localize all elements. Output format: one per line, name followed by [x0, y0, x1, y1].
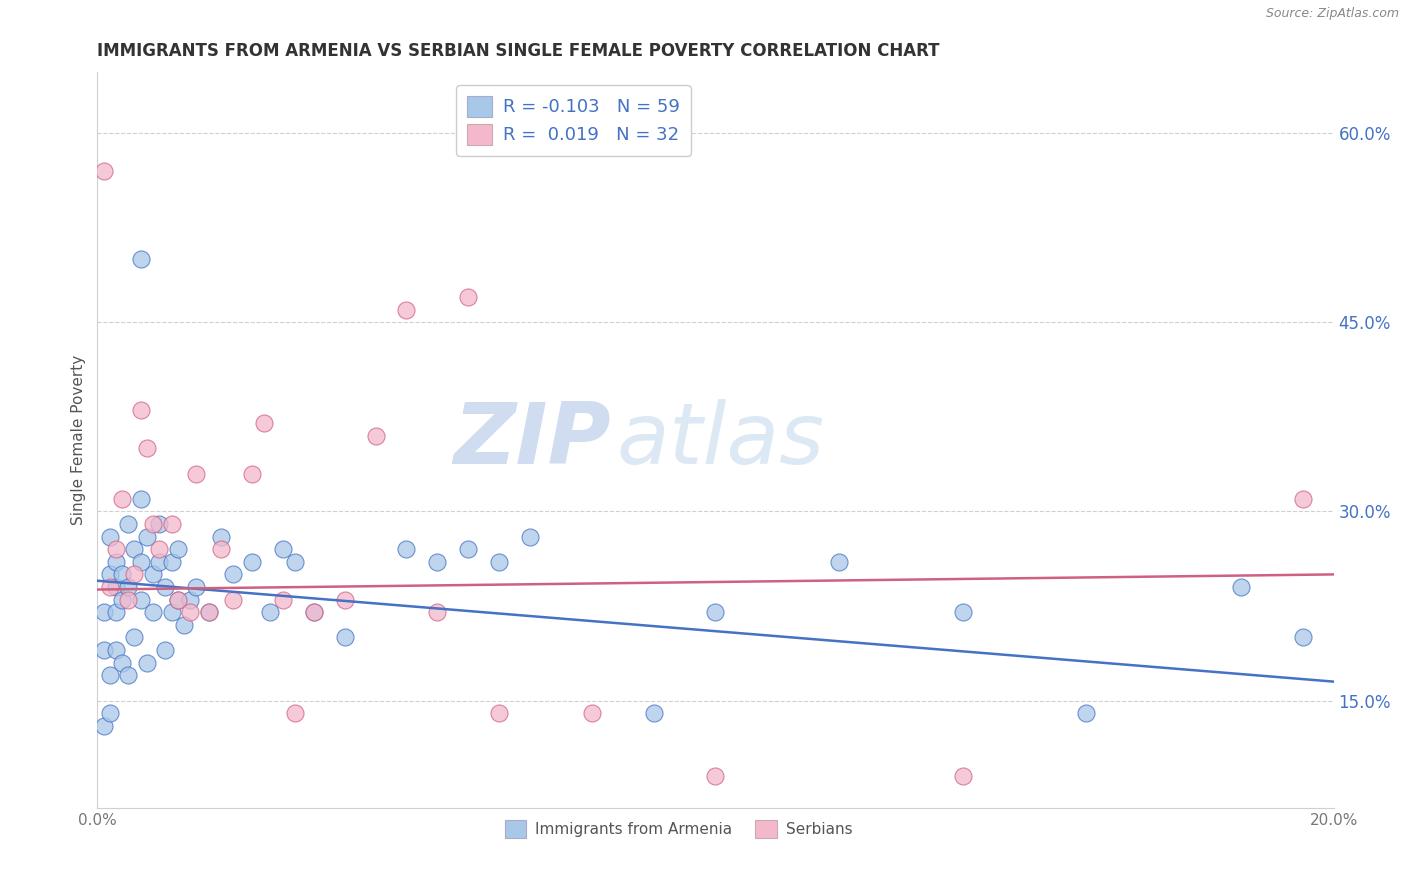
- Point: [104, 555, 127, 569]
- Point: [209, 530, 232, 544]
- Point: [197, 605, 219, 619]
- Point: [395, 542, 418, 557]
- Point: [240, 467, 263, 481]
- Point: [173, 618, 195, 632]
- Point: [155, 643, 177, 657]
- Point: [142, 516, 165, 531]
- Point: [148, 542, 170, 557]
- Point: [253, 416, 276, 430]
- Point: [828, 555, 851, 569]
- Point: [1230, 580, 1253, 594]
- Text: Source: ZipAtlas.com: Source: ZipAtlas.com: [1265, 7, 1399, 21]
- Point: [93, 163, 115, 178]
- Point: [129, 491, 152, 506]
- Point: [160, 555, 183, 569]
- Point: [111, 567, 134, 582]
- Point: [426, 605, 449, 619]
- Point: [129, 403, 152, 417]
- Point: [952, 769, 974, 783]
- Point: [395, 302, 418, 317]
- Point: [426, 555, 449, 569]
- Point: [1076, 706, 1098, 720]
- Point: [93, 719, 115, 733]
- Point: [160, 605, 183, 619]
- Point: [93, 643, 115, 657]
- Point: [166, 592, 188, 607]
- Point: [179, 605, 201, 619]
- Point: [111, 656, 134, 670]
- Point: [166, 592, 188, 607]
- Point: [104, 643, 127, 657]
- Point: [98, 668, 121, 682]
- Point: [129, 252, 152, 266]
- Point: [98, 706, 121, 720]
- Legend: Immigrants from Armenia, Serbians: Immigrants from Armenia, Serbians: [498, 814, 859, 844]
- Y-axis label: Single Female Poverty: Single Female Poverty: [72, 355, 86, 525]
- Point: [129, 555, 152, 569]
- Point: [148, 555, 170, 569]
- Point: [284, 555, 307, 569]
- Point: [129, 592, 152, 607]
- Point: [222, 567, 245, 582]
- Point: [1292, 491, 1315, 506]
- Point: [98, 567, 121, 582]
- Point: [98, 580, 121, 594]
- Point: [186, 580, 208, 594]
- Point: [142, 605, 165, 619]
- Point: [271, 542, 294, 557]
- Point: [197, 605, 219, 619]
- Point: [166, 542, 188, 557]
- Point: [364, 428, 387, 442]
- Point: [124, 631, 146, 645]
- Point: [333, 631, 356, 645]
- Point: [240, 555, 263, 569]
- Point: [704, 769, 727, 783]
- Point: [333, 592, 356, 607]
- Point: [98, 530, 121, 544]
- Point: [124, 542, 146, 557]
- Point: [155, 580, 177, 594]
- Point: [111, 491, 134, 506]
- Point: [117, 516, 139, 531]
- Point: [271, 592, 294, 607]
- Point: [117, 668, 139, 682]
- Point: [457, 290, 479, 304]
- Point: [581, 706, 603, 720]
- Point: [179, 592, 201, 607]
- Point: [302, 605, 325, 619]
- Point: [104, 580, 127, 594]
- Point: [222, 592, 245, 607]
- Text: atlas: atlas: [617, 399, 824, 482]
- Point: [643, 706, 665, 720]
- Point: [135, 530, 157, 544]
- Point: [93, 605, 115, 619]
- Point: [104, 542, 127, 557]
- Point: [457, 542, 479, 557]
- Point: [209, 542, 232, 557]
- Point: [488, 555, 510, 569]
- Point: [142, 567, 165, 582]
- Point: [124, 567, 146, 582]
- Point: [488, 706, 510, 720]
- Point: [104, 605, 127, 619]
- Point: [284, 706, 307, 720]
- Point: [111, 592, 134, 607]
- Point: [117, 592, 139, 607]
- Point: [952, 605, 974, 619]
- Point: [135, 442, 157, 456]
- Point: [135, 656, 157, 670]
- Text: ZIP: ZIP: [453, 399, 610, 482]
- Point: [186, 467, 208, 481]
- Text: IMMIGRANTS FROM ARMENIA VS SERBIAN SINGLE FEMALE POVERTY CORRELATION CHART: IMMIGRANTS FROM ARMENIA VS SERBIAN SINGL…: [97, 42, 939, 60]
- Point: [259, 605, 281, 619]
- Point: [704, 605, 727, 619]
- Point: [1292, 631, 1315, 645]
- Point: [148, 516, 170, 531]
- Point: [160, 516, 183, 531]
- Point: [117, 580, 139, 594]
- Point: [302, 605, 325, 619]
- Point: [519, 530, 541, 544]
